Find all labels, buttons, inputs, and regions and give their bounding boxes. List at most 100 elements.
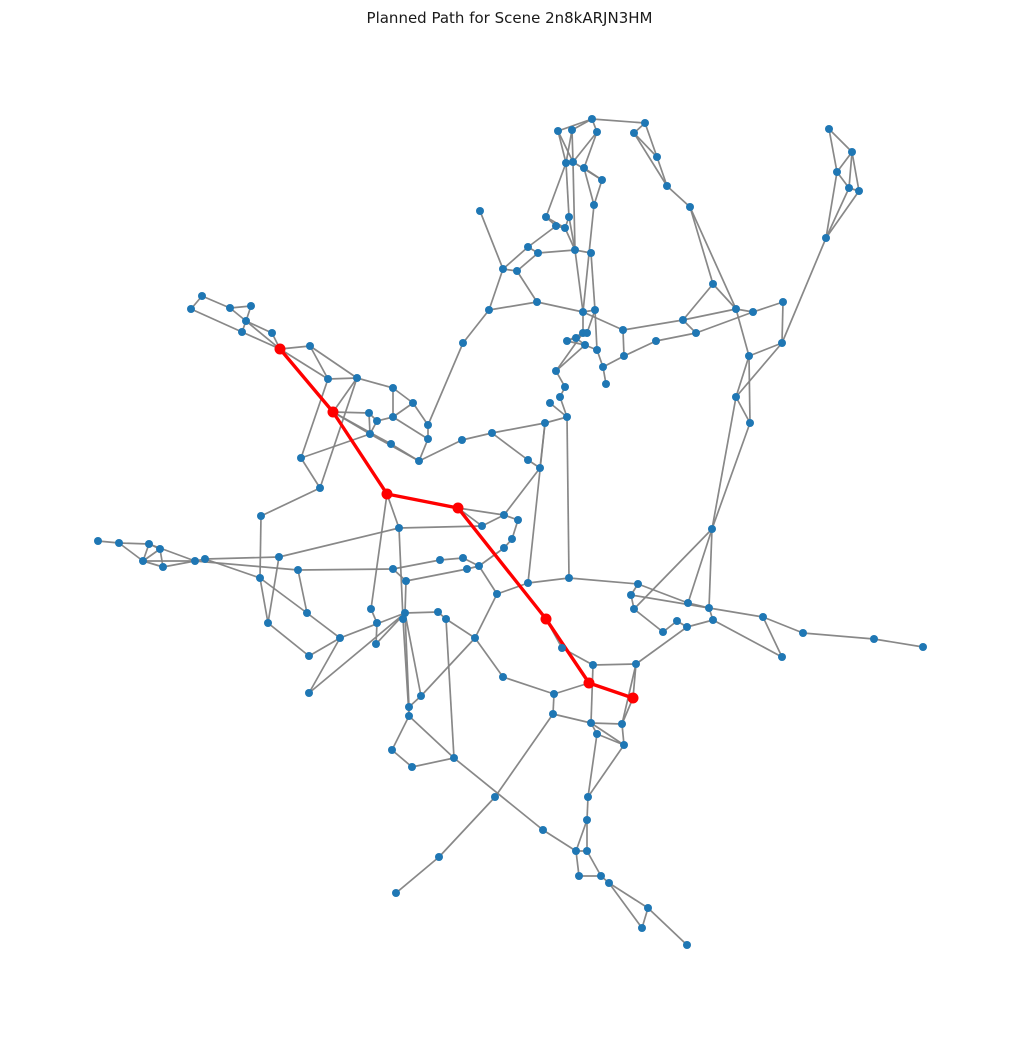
- graph-node: [159, 563, 167, 571]
- graph-node: [652, 337, 660, 345]
- graph-edge: [644, 122, 658, 158]
- graph-edge: [502, 246, 529, 270]
- graph-edge: [574, 249, 584, 313]
- graph-edge: [583, 131, 598, 169]
- graph-node: [759, 613, 767, 621]
- graph-edge: [825, 190, 860, 239]
- graph-node: [424, 435, 432, 443]
- planned-path-node: [274, 343, 286, 355]
- graph-edge: [412, 402, 429, 426]
- graph-node: [641, 119, 649, 127]
- graph-edge: [695, 311, 754, 334]
- planned-path-node: [540, 613, 552, 625]
- graph-edge: [762, 616, 804, 634]
- graph-edge: [582, 311, 624, 331]
- graph-edge: [565, 162, 570, 218]
- graph-node: [602, 380, 610, 388]
- graph-edge: [309, 345, 329, 380]
- graph-edge: [390, 443, 420, 462]
- graph-edge: [575, 850, 580, 877]
- graph-edge: [565, 129, 573, 164]
- graph-node: [627, 591, 635, 599]
- graph-edge: [593, 179, 603, 206]
- graph-node: [588, 115, 596, 123]
- graph-edge: [689, 206, 737, 310]
- graph-node: [388, 746, 396, 754]
- graph-edge: [300, 433, 371, 459]
- graph-edge: [420, 637, 476, 697]
- graph-edge: [711, 422, 751, 530]
- graph-edge: [391, 749, 413, 768]
- graph-node: [513, 267, 521, 275]
- graph-node: [558, 644, 566, 652]
- graph-edge: [118, 542, 150, 545]
- graph-node: [436, 556, 444, 564]
- graph-node: [534, 249, 542, 257]
- graph-node: [493, 590, 501, 598]
- graph-edge: [496, 582, 529, 595]
- graph-edge: [590, 722, 623, 725]
- graph-node: [708, 525, 716, 533]
- graph-edge: [405, 568, 468, 582]
- graph-node: [855, 187, 863, 195]
- graph-edge: [825, 187, 850, 239]
- graph-edge: [555, 344, 586, 372]
- graph-node: [500, 511, 508, 519]
- graph-node: [546, 399, 554, 407]
- graph-node: [599, 363, 607, 371]
- graph-node: [353, 374, 361, 382]
- graph-node: [825, 125, 833, 133]
- graph-edge: [656, 156, 668, 187]
- graph-node: [563, 413, 571, 421]
- graph-edge: [647, 907, 688, 946]
- graph-edge: [752, 301, 784, 313]
- graph-edge: [392, 387, 414, 404]
- graph-node: [187, 305, 195, 313]
- graph-edge: [308, 637, 341, 694]
- graph-node: [745, 352, 753, 360]
- graph-node: [561, 383, 569, 391]
- graph-node: [139, 557, 147, 565]
- graph-node: [458, 436, 466, 444]
- graph-edge: [118, 542, 144, 562]
- graph-edge: [590, 722, 625, 746]
- graph-node: [524, 243, 532, 251]
- graph-edge: [592, 663, 637, 666]
- graph-edge: [300, 457, 321, 489]
- graph-edge: [623, 340, 657, 357]
- graph-edge: [332, 411, 392, 445]
- planned-path-edge: [331, 410, 389, 496]
- graph-edge: [542, 829, 577, 852]
- graph-node: [673, 617, 681, 625]
- graph-edge: [427, 342, 464, 426]
- graph-node: [542, 213, 550, 221]
- graph-node: [630, 129, 638, 137]
- graph-node: [634, 580, 642, 588]
- graph-edge: [572, 161, 603, 181]
- graph-edge: [308, 612, 406, 694]
- graph-edge: [682, 283, 714, 321]
- graph-node: [683, 623, 691, 631]
- graph-node: [508, 535, 516, 543]
- graph-node: [579, 308, 587, 316]
- graph-node: [778, 339, 786, 347]
- graph-node: [686, 203, 694, 211]
- graph-edge: [586, 850, 602, 877]
- graph-edge: [453, 757, 544, 831]
- graph-node: [605, 879, 613, 887]
- graph-edge: [201, 295, 231, 309]
- graph-node: [247, 302, 255, 310]
- graph-node: [417, 692, 425, 700]
- graph-node: [746, 419, 754, 427]
- graph-node: [709, 616, 717, 624]
- graph-edge: [572, 161, 576, 251]
- graph-edge: [637, 583, 689, 604]
- graph-node: [475, 562, 483, 570]
- graph-node: [565, 574, 573, 582]
- graph-edge: [633, 132, 668, 187]
- graph-edge: [622, 319, 684, 331]
- graph-node: [294, 566, 302, 574]
- figure-title: Planned Path for Scene 2n8kARJN3HM: [366, 9, 653, 27]
- graph-node: [488, 429, 496, 437]
